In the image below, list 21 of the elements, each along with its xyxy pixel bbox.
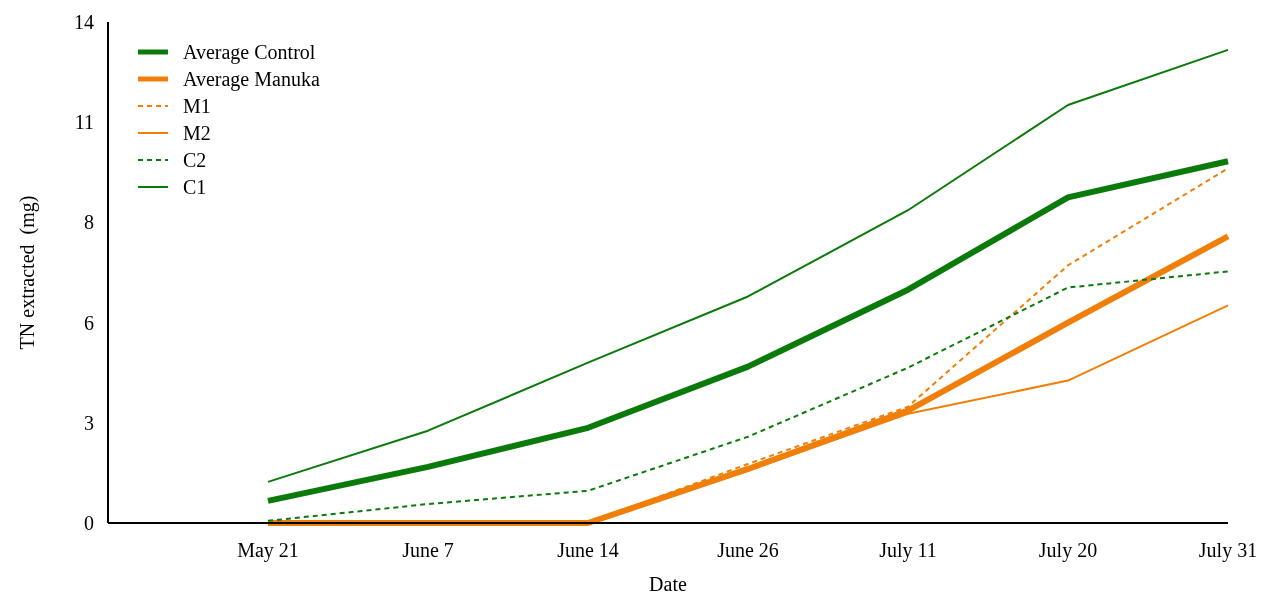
y-tick-label: 14 [74,11,94,33]
legend-label: C2 [183,149,207,171]
x-tick-label: July 20 [1038,539,1098,562]
y-tick-label: 8 [84,211,94,234]
x-tick-label: June 14 [557,539,619,561]
y-axis-title: TN extracted (mg) [16,195,39,350]
y-tick-label: 6 [84,311,94,334]
x-tick-label: June 26 [717,539,779,561]
legend-label: C1 [183,176,207,198]
legend-label: M2 [183,122,211,144]
x-tick-label: July 11 [879,539,937,562]
x-tick-label: June 7 [402,539,454,561]
legend-label: Average Manuka [183,68,320,91]
legend-label: Average Control [183,41,316,64]
x-axis-title: Date [649,573,687,595]
y-tick-label: 3 [84,411,94,434]
x-tick-label: July 31 [1198,539,1258,562]
y-tick-label: 0 [84,512,94,534]
y-tick-label: 11 [74,111,94,134]
x-tick-label: May 21 [237,539,299,562]
legend-label: M1 [183,95,211,117]
